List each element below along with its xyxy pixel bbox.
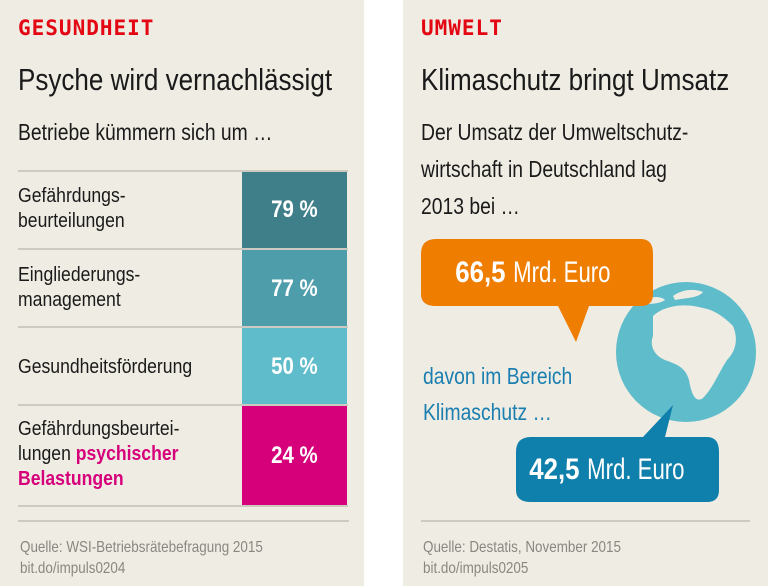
climate-text: davon im Bereich Klimaschutz …: [423, 363, 573, 425]
source: Quelle: Destatis, November 2015 bit.do/im…: [423, 539, 621, 577]
value-cell: 79 %: [242, 172, 347, 248]
kicker: GESUNDHEIT: [18, 16, 155, 40]
subtitle: Betriebe kümmern sich um …: [18, 119, 273, 145]
divider: [18, 404, 348, 406]
orange-speech-bubble-shape: [421, 239, 653, 342]
environment-panel: UMWELT Klimaschutz bringt Umsatz Der Ums…: [403, 0, 768, 586]
globe-icon: [421, 239, 756, 502]
intro-text: Der Umsatz der Umweltschutz-wirtschaft i…: [421, 119, 689, 219]
panel-title: Psyche wird vernachlässigt: [18, 62, 333, 97]
footer-divider: [18, 520, 349, 522]
divider: [18, 505, 348, 507]
value-cell: 77 %: [242, 250, 347, 327]
row-label: Gefährdungs-beurteilungen: [18, 185, 126, 232]
divider: [18, 248, 348, 250]
row-label: Gefährdungsbeurtei- lungen psychischer B…: [18, 418, 180, 490]
health-panel: GESUNDHEIT Psyche wird vernachlässigt Be…: [0, 0, 364, 586]
blue-speech-bubble-shape: [516, 405, 719, 502]
panel-title: Klimaschutz bringt Umsatz: [421, 62, 730, 97]
row-label: Eingliederungs-management: [18, 264, 141, 311]
climate-revenue-bubble: 42,5 Mrd. Euro: [529, 452, 685, 486]
source: Quelle: WSI-Betriebsrätebefragung 2015 bi…: [20, 539, 263, 577]
value-cell: 24 %: [242, 406, 347, 505]
footer-divider: [421, 520, 750, 522]
value-cell: 50 %: [242, 328, 347, 405]
kicker: UMWELT: [421, 16, 503, 40]
total-revenue-bubble: 66,5 Mrd. Euro: [455, 255, 611, 289]
row-label: Gesundheitsförderung: [18, 356, 193, 378]
divider: [18, 326, 348, 328]
divider: [18, 170, 348, 172]
